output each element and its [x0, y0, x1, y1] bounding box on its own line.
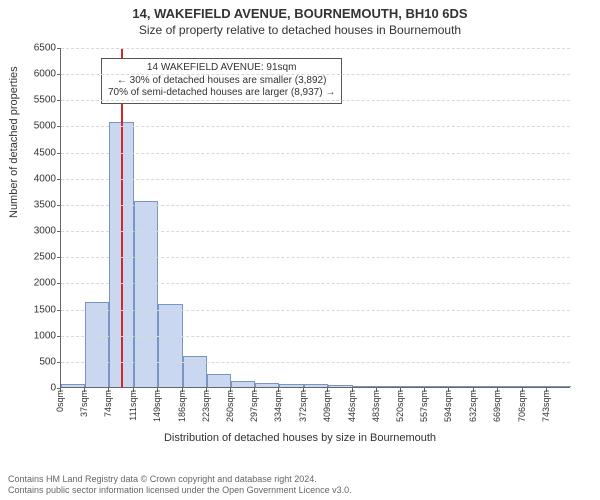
chart-container: 14, WAKEFIELD AVENUE, BOURNEMOUTH, BH10 …	[0, 0, 600, 500]
histogram-bar	[449, 386, 474, 387]
histogram-bar	[61, 384, 85, 387]
ytick-mark	[57, 310, 61, 311]
histogram-bar	[353, 386, 377, 387]
xtick-label: 0sqm	[55, 390, 65, 412]
xtick-label: 297sqm	[249, 390, 259, 422]
ytick-mark	[57, 257, 61, 258]
histogram-bar	[183, 356, 207, 387]
histogram-bar	[474, 386, 498, 387]
xtick-label: 409sqm	[322, 390, 332, 422]
gridline	[61, 336, 570, 337]
xtick-label: 669sqm	[492, 390, 502, 422]
ytick-label: 2500	[16, 252, 56, 263]
footer-attribution: Contains HM Land Registry data © Crown c…	[8, 474, 352, 496]
histogram-bar	[255, 383, 279, 387]
histogram-bar	[547, 386, 571, 387]
xtick-label: 111sqm	[128, 390, 138, 421]
ytick-label: 2000	[16, 278, 56, 289]
x-axis-label: Distribution of detached houses by size …	[0, 432, 600, 444]
xtick-label: 632sqm	[468, 390, 478, 422]
histogram-bar	[85, 302, 109, 387]
gridline	[61, 153, 570, 154]
plot-region: 14 WAKEFIELD AVENUE: 91sqm ← 30% of deta…	[60, 48, 570, 388]
xtick-label: 260sqm	[225, 390, 235, 422]
y-axis-label: Number of detached properties	[8, 66, 20, 218]
gridline	[61, 257, 570, 258]
ytick-label: 3000	[16, 226, 56, 237]
histogram-bar	[498, 386, 522, 387]
xtick-label: 186sqm	[177, 390, 187, 422]
histogram-bar	[328, 385, 352, 387]
ytick-mark	[57, 231, 61, 232]
ytick-label: 4000	[16, 173, 56, 184]
xtick-label: 74sqm	[103, 390, 113, 417]
ytick-mark	[57, 205, 61, 206]
gridline	[61, 100, 570, 101]
histogram-bar	[231, 381, 255, 387]
xtick-label: 223sqm	[201, 390, 211, 422]
xtick-label: 483sqm	[371, 390, 381, 422]
ytick-label: 1500	[16, 304, 56, 315]
gridline	[61, 310, 570, 311]
chart-area: 14 WAKEFIELD AVENUE: 91sqm ← 30% of deta…	[60, 48, 570, 418]
ytick-label: 6500	[16, 43, 56, 54]
xtick-label: 446sqm	[347, 390, 357, 422]
histogram-bar	[279, 384, 304, 387]
ytick-mark	[57, 48, 61, 49]
xtick-label: 334sqm	[273, 390, 283, 422]
footer-line1: Contains HM Land Registry data © Crown c…	[8, 474, 352, 485]
ytick-mark	[57, 126, 61, 127]
ytick-label: 4500	[16, 147, 56, 158]
histogram-bar	[158, 304, 182, 387]
xtick-label: 37sqm	[79, 390, 89, 417]
ytick-label: 5000	[16, 121, 56, 132]
xtick-label: 743sqm	[541, 390, 551, 422]
ytick-mark	[57, 74, 61, 75]
xtick-label: 149sqm	[152, 390, 162, 422]
ytick-mark	[57, 153, 61, 154]
gridline	[61, 126, 570, 127]
xtick-label: 706sqm	[517, 390, 527, 422]
chart-subtitle: Size of property relative to detached ho…	[0, 21, 600, 37]
ytick-mark	[57, 100, 61, 101]
gridline	[61, 48, 570, 49]
histogram-bar	[134, 201, 159, 387]
histogram-bar	[377, 386, 401, 387]
annotation-line3: 70% of semi-detached houses are larger (…	[108, 87, 335, 100]
footer-line2: Contains public sector information licen…	[8, 485, 352, 496]
xtick-label: 520sqm	[395, 390, 405, 422]
ytick-label: 6000	[16, 69, 56, 80]
ytick-mark	[57, 179, 61, 180]
histogram-bar	[207, 374, 231, 387]
gridline	[61, 283, 570, 284]
ytick-label: 0	[16, 383, 56, 394]
histogram-bar	[523, 386, 547, 387]
xtick-label: 372sqm	[298, 390, 308, 422]
histogram-bar	[425, 386, 449, 387]
ytick-label: 1000	[16, 330, 56, 341]
annotation-line2: ← 30% of detached houses are smaller (3,…	[108, 75, 335, 88]
ytick-label: 3500	[16, 199, 56, 210]
ytick-mark	[57, 283, 61, 284]
chart-title: 14, WAKEFIELD AVENUE, BOURNEMOUTH, BH10 …	[0, 0, 600, 21]
gridline	[61, 179, 570, 180]
xtick-label: 594sqm	[443, 390, 453, 422]
gridline	[61, 231, 570, 232]
gridline	[61, 362, 570, 363]
ytick-label: 5500	[16, 95, 56, 106]
histogram-bar	[304, 384, 328, 387]
histogram-bar	[401, 386, 425, 387]
gridline	[61, 205, 570, 206]
annotation-box: 14 WAKEFIELD AVENUE: 91sqm ← 30% of deta…	[101, 58, 342, 104]
gridline	[61, 74, 570, 75]
ytick-mark	[57, 362, 61, 363]
xtick-label: 557sqm	[419, 390, 429, 422]
annotation-line1: 14 WAKEFIELD AVENUE: 91sqm	[108, 62, 335, 75]
ytick-label: 500	[16, 356, 56, 367]
ytick-mark	[57, 336, 61, 337]
